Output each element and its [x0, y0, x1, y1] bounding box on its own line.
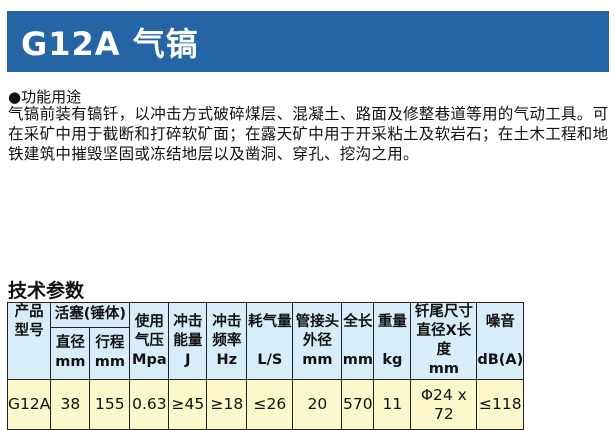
cell-weight: 11 [373, 379, 412, 430]
cell-energy: ≥45 [168, 379, 208, 430]
cell-noise: ≤118 [476, 379, 525, 430]
section-heading: ●功能用途 [8, 88, 82, 106]
header-shank: 钎尾尺寸直径X长度 mm [410, 302, 478, 380]
header-noise: 噪音 dB(A) [476, 302, 525, 380]
header-air: 耗气量 L/S [246, 302, 294, 380]
header-hose: 管接头外径 mm [292, 302, 343, 380]
header-energy: 冲击能量 J [168, 302, 208, 380]
cell-air: ≤26 [246, 379, 294, 430]
page-title: G12A 气镐 [21, 25, 199, 63]
cell-diameter: 38 [50, 379, 91, 430]
description: 气镐前装有镐钎，以冲击方式破碎煤层、混凝土、路面及修整巷道等用的气动工具。可在采… [8, 105, 609, 163]
header-stroke: 行程 mm [89, 326, 131, 381]
header-model: 产品型号 [6, 302, 52, 380]
cell-model: G12A [6, 379, 52, 430]
cell-pressure: 0.63 [129, 379, 170, 430]
cell-stroke: 155 [89, 379, 131, 430]
header-diameter: 直径 mm [50, 326, 91, 381]
specs-table: 产品型号 活塞(锤体) 使用气压 Mpa 冲击能量 J 冲击频率 Hz 耗气量 L/S … [6, 302, 525, 430]
table-row: G12A 38 155 0.63 ≥45 ≥18 ≤26 20 570 11 Φ… [6, 379, 525, 430]
header-freq: 冲击频率 Hz [206, 302, 248, 380]
header-pressure: 使用气压 Mpa [129, 302, 170, 380]
cell-freq: ≥18 [206, 379, 248, 430]
title-banner: G12A 气镐 [7, 11, 609, 72]
header-weight: 重量 kg [373, 302, 412, 380]
header-length: 全长 mm [341, 302, 375, 380]
cell-shank: Φ24 x 72 [410, 379, 478, 430]
specs-title: 技术参数 [8, 280, 85, 302]
cell-hose: 20 [292, 379, 343, 430]
cell-length: 570 [341, 379, 375, 430]
header-piston: 活塞(锤体) [50, 302, 131, 328]
